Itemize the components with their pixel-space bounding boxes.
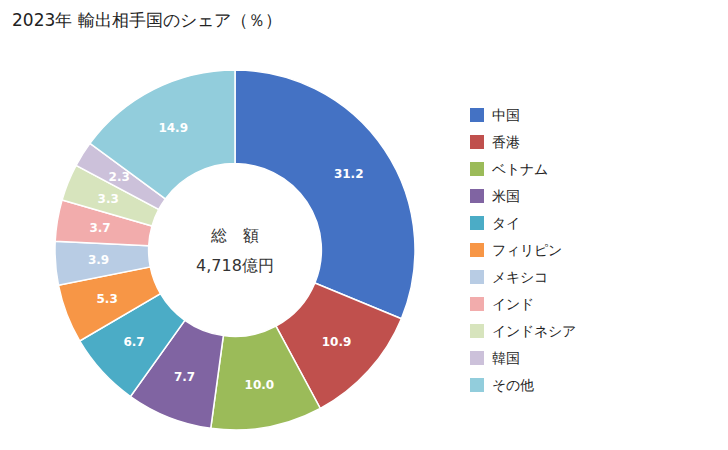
data-label: 5.3 [96, 292, 117, 306]
data-labels: 31.2 10.9 10.0 7.7 6.7 5.3 3.9 3.7 3.3 2.3 14.9 [88, 121, 364, 392]
legend-swatch [470, 297, 484, 311]
slices [55, 70, 415, 430]
title: 2023年 輸出相手国のシェア（％） [12, 10, 282, 30]
chart: 2023年 輸出相手国のシェア（％）31.210.910.07.76.75.33… [0, 0, 728, 450]
data-label: 3.3 [98, 192, 119, 206]
legend-swatch [470, 162, 484, 176]
legend-swatch [470, 378, 484, 392]
slice [211, 326, 321, 430]
slice [55, 241, 150, 285]
legend-swatch [470, 243, 484, 257]
legend-swatch [470, 324, 484, 338]
legend-label: その他 [492, 377, 534, 393]
legend-label: ベトナム [492, 161, 548, 177]
legend-label: 香港 [492, 134, 520, 150]
legend-label: 韓国 [492, 350, 520, 366]
data-label: 6.7 [123, 335, 144, 349]
legend-swatch [470, 189, 484, 203]
data-label: 2.3 [109, 170, 130, 184]
slice [235, 70, 415, 319]
legend-label: インド [492, 296, 534, 312]
data-label: 3.9 [88, 253, 109, 267]
legend-label: インドネシア [492, 323, 576, 339]
center-text: 4,718億円 [196, 256, 274, 275]
legend-label: 中国 [492, 107, 520, 123]
legend: 中国香港ベトナム米国タイフィリピンメキシコインドインドネシア韓国その他 [470, 107, 576, 393]
legend-swatch [470, 216, 484, 230]
center-text: 総 額 [210, 226, 259, 245]
legend-label: メキシコ [492, 269, 548, 285]
data-label: 10.0 [245, 378, 275, 392]
legend-swatch [470, 270, 484, 284]
legend-label: 米国 [492, 188, 520, 204]
data-label: 3.7 [89, 221, 110, 235]
legend-swatch [470, 351, 484, 365]
data-label: 31.2 [334, 167, 364, 181]
slice [90, 70, 235, 199]
legend-label: フィリピン [492, 242, 562, 258]
legend-label: タイ [492, 215, 520, 231]
data-label: 14.9 [158, 121, 188, 135]
legend-swatch [470, 135, 484, 149]
data-label: 10.9 [322, 335, 352, 349]
data-label: 7.7 [174, 370, 195, 384]
legend-swatch [470, 108, 484, 122]
